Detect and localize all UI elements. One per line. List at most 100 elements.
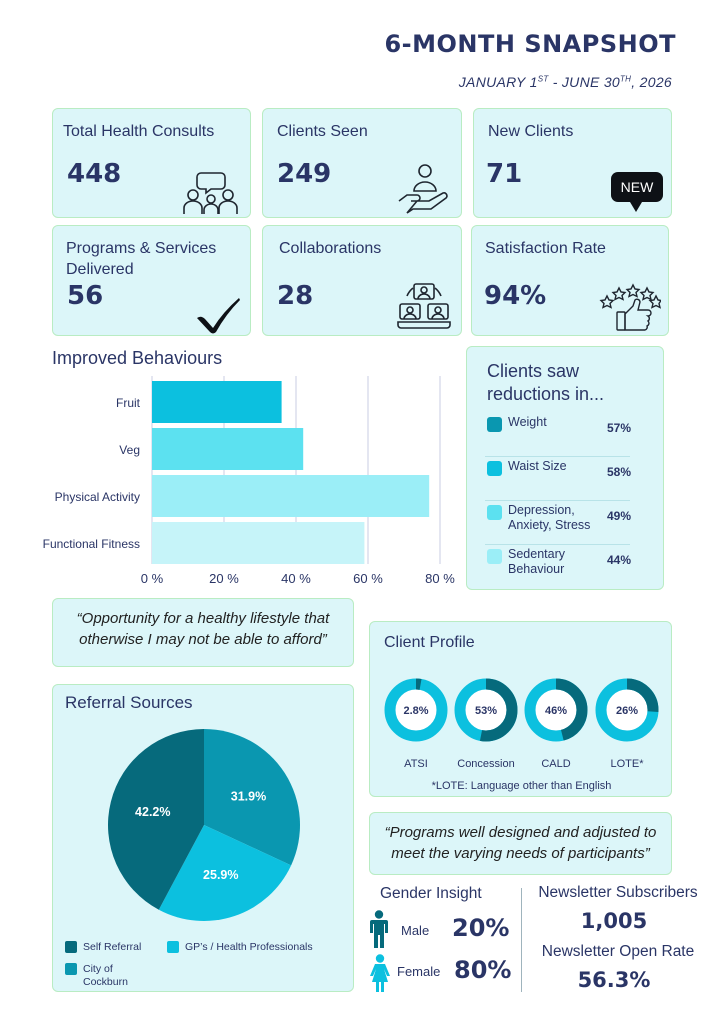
improved-behaviours-chart: 0 % 20 % 40 % 60 % 80 % Fruit Veg Physical Acti… xyxy=(43,376,455,586)
donut-chart: 2.8% xyxy=(384,678,448,742)
new-badge-icon: NEW xyxy=(611,172,663,212)
pie-slice xyxy=(204,729,300,866)
date-end: - JUNE 30 xyxy=(548,74,620,90)
testimonial-quote: “Programs well designed and adjusted to … xyxy=(369,812,672,875)
stat-value: 71 xyxy=(486,159,523,189)
newsletter-subscribers-value: 1,005 xyxy=(580,909,648,933)
reduction-label: Weight xyxy=(508,415,547,429)
pie-slice xyxy=(158,825,292,921)
date-start-suffix: ST xyxy=(537,74,549,84)
x-tick-label: 20 % xyxy=(209,571,239,586)
newsletter-subscribers-label: Newsletter Subscribers xyxy=(538,884,698,901)
female-person-icon xyxy=(370,954,390,992)
donut-chart: 26% xyxy=(595,678,659,742)
stat-value: 56 xyxy=(67,281,104,311)
stat-card-clients-seen: Clients Seen 249 xyxy=(262,108,462,218)
date-year: , 2026 xyxy=(631,74,672,90)
reduction-row: Depression, Anxiety, Stress 49% xyxy=(485,501,632,545)
donut-chart: 46% xyxy=(524,678,588,742)
reduction-row: Waist Size 58% xyxy=(485,457,632,501)
pie-slice-label: 42.2% xyxy=(135,805,170,819)
improved-behaviours-title: Improved Behaviours xyxy=(52,348,223,368)
gender-title: Gender Insight xyxy=(380,885,482,902)
category-label: Functional Fitness xyxy=(43,537,140,551)
reduction-swatch xyxy=(487,505,502,520)
donut-label: CALD xyxy=(541,758,571,770)
legend-label: GP’s / Health Professionals xyxy=(185,941,313,953)
stat-card-collaborations: Collaborations 28 xyxy=(262,225,462,336)
reduction-value: 49% xyxy=(607,509,632,523)
legend-label-line: City of xyxy=(83,963,113,975)
reduction-label: Sedentary Behaviour xyxy=(508,547,565,576)
stat-card-programs: Programs & Services Delivered 56 xyxy=(52,225,251,336)
male-value: 20% xyxy=(452,914,510,942)
reduction-row: Weight 57% xyxy=(485,413,632,457)
stat-label: Clients Seen xyxy=(277,123,368,140)
x-tick-label: 80 % xyxy=(425,571,455,586)
stat-card-new-clients: New Clients 71 NEW xyxy=(473,108,672,218)
legend-label-line: Cockburn xyxy=(83,976,128,988)
client-profile-title: Client Profile xyxy=(384,634,475,651)
donut-fill xyxy=(524,678,588,742)
date-end-suffix: TH xyxy=(620,74,632,84)
donut-value: 46% xyxy=(545,705,567,717)
legend-swatch xyxy=(65,963,77,975)
donut-fill xyxy=(595,678,659,742)
hand-person-icon xyxy=(398,164,448,214)
stat-value: 448 xyxy=(67,159,122,189)
client-profile-footnote: *LOTE: Language other than English xyxy=(431,780,612,792)
category-label: Fruit xyxy=(116,396,141,410)
new-badge-text: NEW xyxy=(621,179,654,195)
reduction-value: 44% xyxy=(607,553,632,567)
consult-people-icon xyxy=(183,172,238,214)
donut-fill xyxy=(384,678,448,742)
reductions-card: Clients saw reductions in... Weight 57% … xyxy=(466,346,664,590)
legend-swatch xyxy=(167,941,179,953)
checkmark-icon xyxy=(197,298,240,334)
newsletter-open-rate-label: Newsletter Open Rate xyxy=(541,943,695,960)
reductions-list: Weight 57% Waist Size 58% Depression, An… xyxy=(467,413,665,589)
donut-fill xyxy=(454,678,518,742)
reduction-value: 57% xyxy=(607,421,632,435)
bar xyxy=(152,428,304,470)
stat-label: Collaborations xyxy=(279,240,382,257)
reduction-label: Waist Size xyxy=(508,459,567,473)
stat-card-satisfaction: Satisfaction Rate 94% xyxy=(471,225,669,336)
pie-slice-label: 31.9% xyxy=(231,790,266,804)
stat-label: New Clients xyxy=(488,123,574,140)
donut-chart: 53% xyxy=(454,678,518,742)
reduction-swatch xyxy=(487,549,502,564)
x-tick-label: 60 % xyxy=(353,571,383,586)
newsletter-open-rate-value: 56.3% xyxy=(577,968,651,992)
female-label: Female xyxy=(397,964,441,979)
reduction-swatch xyxy=(487,417,502,432)
video-call-icon xyxy=(397,283,451,329)
reduction-row: Sedentary Behaviour 44% xyxy=(485,545,632,589)
stat-value: 249 xyxy=(277,159,332,189)
date-start: JANUARY 1 xyxy=(458,74,538,90)
referral-pie-chart: 31.9% 25.9% 42.2% xyxy=(107,729,300,921)
category-label: Physical Activity xyxy=(55,490,140,504)
referral-sources-card: Referral Sources 31.9% 25.9% 42.2% Self Re… xyxy=(52,684,354,992)
reduction-label: Depression, Anxiety, Stress xyxy=(508,503,591,532)
donut-label: ATSI xyxy=(404,758,428,770)
reduction-value: 58% xyxy=(607,465,632,479)
stat-value: 94% xyxy=(484,281,547,311)
testimonial-quote: “Opportunity for a healthy lifestyle tha… xyxy=(52,598,354,667)
legend-label: City of Cockburn xyxy=(83,963,233,989)
date-range: JANUARY 1ST - JUNE 30TH, 2026 xyxy=(300,74,672,90)
stat-label: Total Health Consults xyxy=(63,123,215,140)
page-title: 6-MONTH SNAPSHOT xyxy=(384,30,676,58)
reduction-swatch xyxy=(487,461,502,476)
donut-value: 26% xyxy=(616,705,638,717)
stat-label: Satisfaction Rate xyxy=(485,240,606,257)
pie-slice-label: 25.9% xyxy=(203,868,238,882)
referral-title: Referral Sources xyxy=(65,693,193,712)
reductions-title: Clients saw reductions in... xyxy=(487,361,605,404)
stat-value: 28 xyxy=(277,281,314,311)
bar xyxy=(152,522,365,564)
donut-value: 53% xyxy=(475,705,497,717)
donut-value: 2.8% xyxy=(403,705,428,717)
stat-label: Programs & Services Delivered xyxy=(66,240,217,278)
bar xyxy=(152,475,430,517)
